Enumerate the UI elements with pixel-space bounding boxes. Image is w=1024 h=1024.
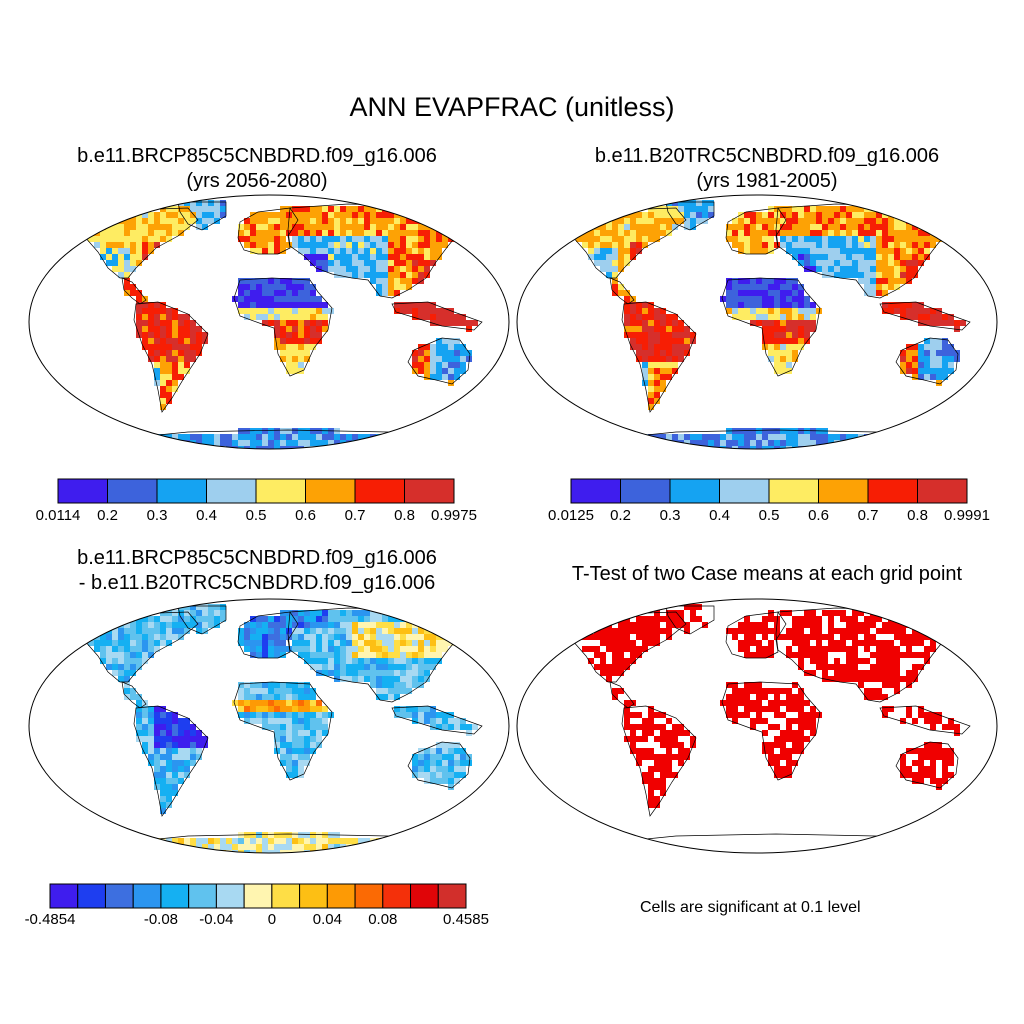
colorbar-label: 0.5 xyxy=(758,507,780,524)
colorbar-label: 0.4 xyxy=(709,507,730,524)
panel-title-line1: T-Test of two Case means at each grid po… xyxy=(571,563,963,585)
map-border xyxy=(516,194,998,450)
map-field xyxy=(70,200,478,449)
colorbar-swatch xyxy=(437,883,467,909)
panel-title-diff: b.e11.BRCP85C5CNBDRD.f09_g16.006 - b.e11… xyxy=(27,546,487,596)
colorbar-swatch xyxy=(768,478,819,504)
colorbar-swatch xyxy=(215,883,245,909)
colorbar-swatch xyxy=(156,478,207,504)
colorbar-case1 xyxy=(57,478,455,504)
colorbar-swatch xyxy=(206,478,257,504)
colorbar-label: 0.6 xyxy=(295,507,316,524)
map-case2 xyxy=(516,194,998,450)
colorbar-swatch xyxy=(326,883,356,909)
colorbar-label: 0.0125 xyxy=(548,507,594,524)
colorbar-swatch xyxy=(107,478,158,504)
colorbar-label: 0.9975 xyxy=(431,507,477,524)
map-case1 xyxy=(28,194,510,450)
map-border xyxy=(28,194,510,450)
panel-title-case1: b.e11.BRCP85C5CNBDRD.f09_g16.006 (yrs 20… xyxy=(27,144,487,194)
panel-title-case2: b.e11.B20TRC5CNBDRD.f09_g16.006 (yrs 198… xyxy=(537,144,997,194)
colorbar-label: 0.2 xyxy=(610,507,631,524)
colorbar-label: 0.9991 xyxy=(944,507,990,524)
colorbar-label: 0 xyxy=(267,911,277,928)
colorbar-labels-case1: 0.0114 0.2 0.3 0.4 0.5 0.6 0.7 0.8 0.9975 xyxy=(36,507,477,527)
colorbar-swatch xyxy=(867,478,918,504)
panel-title-ttest: T-Test of two Case means at each grid po… xyxy=(537,562,997,587)
colorbar-labels-diff: -0.4854 -0.08 -0.04 0 0.04 0.08 0.4585 xyxy=(25,911,489,931)
map-border xyxy=(28,598,510,854)
colorbar-diff xyxy=(49,883,467,909)
colorbar-case2 xyxy=(570,478,968,504)
colorbar-swatch xyxy=(299,883,328,909)
colorbar-label: 0.3 xyxy=(659,507,681,524)
colorbar-label: 0.4585 xyxy=(443,911,489,928)
map-field xyxy=(70,604,478,853)
panel-title-line2: - b.e11.B20TRC5CNBDRD.f09_g16.006 xyxy=(78,572,436,594)
colorbar-label: 0.3 xyxy=(146,507,168,524)
colorbar-swatch xyxy=(719,478,770,504)
colorbar-swatch xyxy=(354,478,405,504)
colorbar-swatch xyxy=(77,883,106,909)
colorbar-swatch xyxy=(354,883,384,909)
colorbar-label: 0.0114 xyxy=(35,507,81,524)
colorbar-swatch xyxy=(49,883,79,909)
colorbar-label: 0.4 xyxy=(196,507,217,524)
map-ttest xyxy=(516,598,998,854)
colorbar-label: 0.08 xyxy=(368,911,398,928)
panel-title-line1: b.e11.BRCP85C5CNBDRD.f09_g16.006 xyxy=(77,145,437,167)
colorbar-label: 0.8 xyxy=(907,507,928,524)
panel-title-line1: b.e11.BRCP85C5CNBDRD.f09_g16.006 xyxy=(77,547,437,569)
colorbar-label: 0.6 xyxy=(808,507,829,524)
colorbar-swatch xyxy=(382,883,412,909)
colorbar-swatch xyxy=(620,478,671,504)
map-field xyxy=(558,200,966,449)
colorbar-label: 0.2 xyxy=(97,507,118,524)
colorbar-label: 0.8 xyxy=(394,507,415,524)
map-diff xyxy=(28,598,510,854)
colorbar-swatch xyxy=(243,883,273,909)
colorbar-label: -0.4854 xyxy=(24,911,76,928)
colorbar-swatch xyxy=(570,478,621,504)
panel-title-line2: (yrs 1981-2005) xyxy=(696,170,838,192)
colorbar-swatch xyxy=(160,883,190,909)
colorbar-swatch xyxy=(57,478,108,504)
colorbar-swatch xyxy=(104,883,134,909)
colorbar-swatch xyxy=(404,478,455,504)
colorbar-label: 0.7 xyxy=(857,507,879,524)
colorbar-swatch xyxy=(132,883,162,909)
map-border xyxy=(516,598,998,854)
colorbar-swatch xyxy=(410,883,439,909)
colorbar-label: 0.7 xyxy=(344,507,366,524)
colorbar-swatch xyxy=(917,478,968,504)
colorbar-swatch xyxy=(188,883,217,909)
panel-title-line2: (yrs 2056-2080) xyxy=(186,170,328,192)
panel-title-line1: b.e11.B20TRC5CNBDRD.f09_g16.006 xyxy=(594,145,940,167)
colorbar-swatch xyxy=(255,478,306,504)
map-field xyxy=(564,604,960,808)
colorbar-labels-case2: 0.0125 0.2 0.3 0.4 0.5 0.6 0.7 0.8 0.9991 xyxy=(548,507,990,527)
colorbar-swatch xyxy=(305,478,356,504)
colorbar-swatch xyxy=(669,478,720,504)
colorbar-swatch xyxy=(271,883,301,909)
main-title: ANN EVAPFRAC (unitless) xyxy=(349,92,675,122)
significance-note: Cells are significant at 0.1 level xyxy=(640,899,861,916)
colorbar-label: -0.08 xyxy=(143,911,179,928)
colorbar-label: -0.04 xyxy=(199,911,234,928)
colorbar-label: 0.5 xyxy=(245,507,267,524)
colorbar-swatch xyxy=(818,478,869,504)
colorbar-label: 0.04 xyxy=(312,911,342,928)
